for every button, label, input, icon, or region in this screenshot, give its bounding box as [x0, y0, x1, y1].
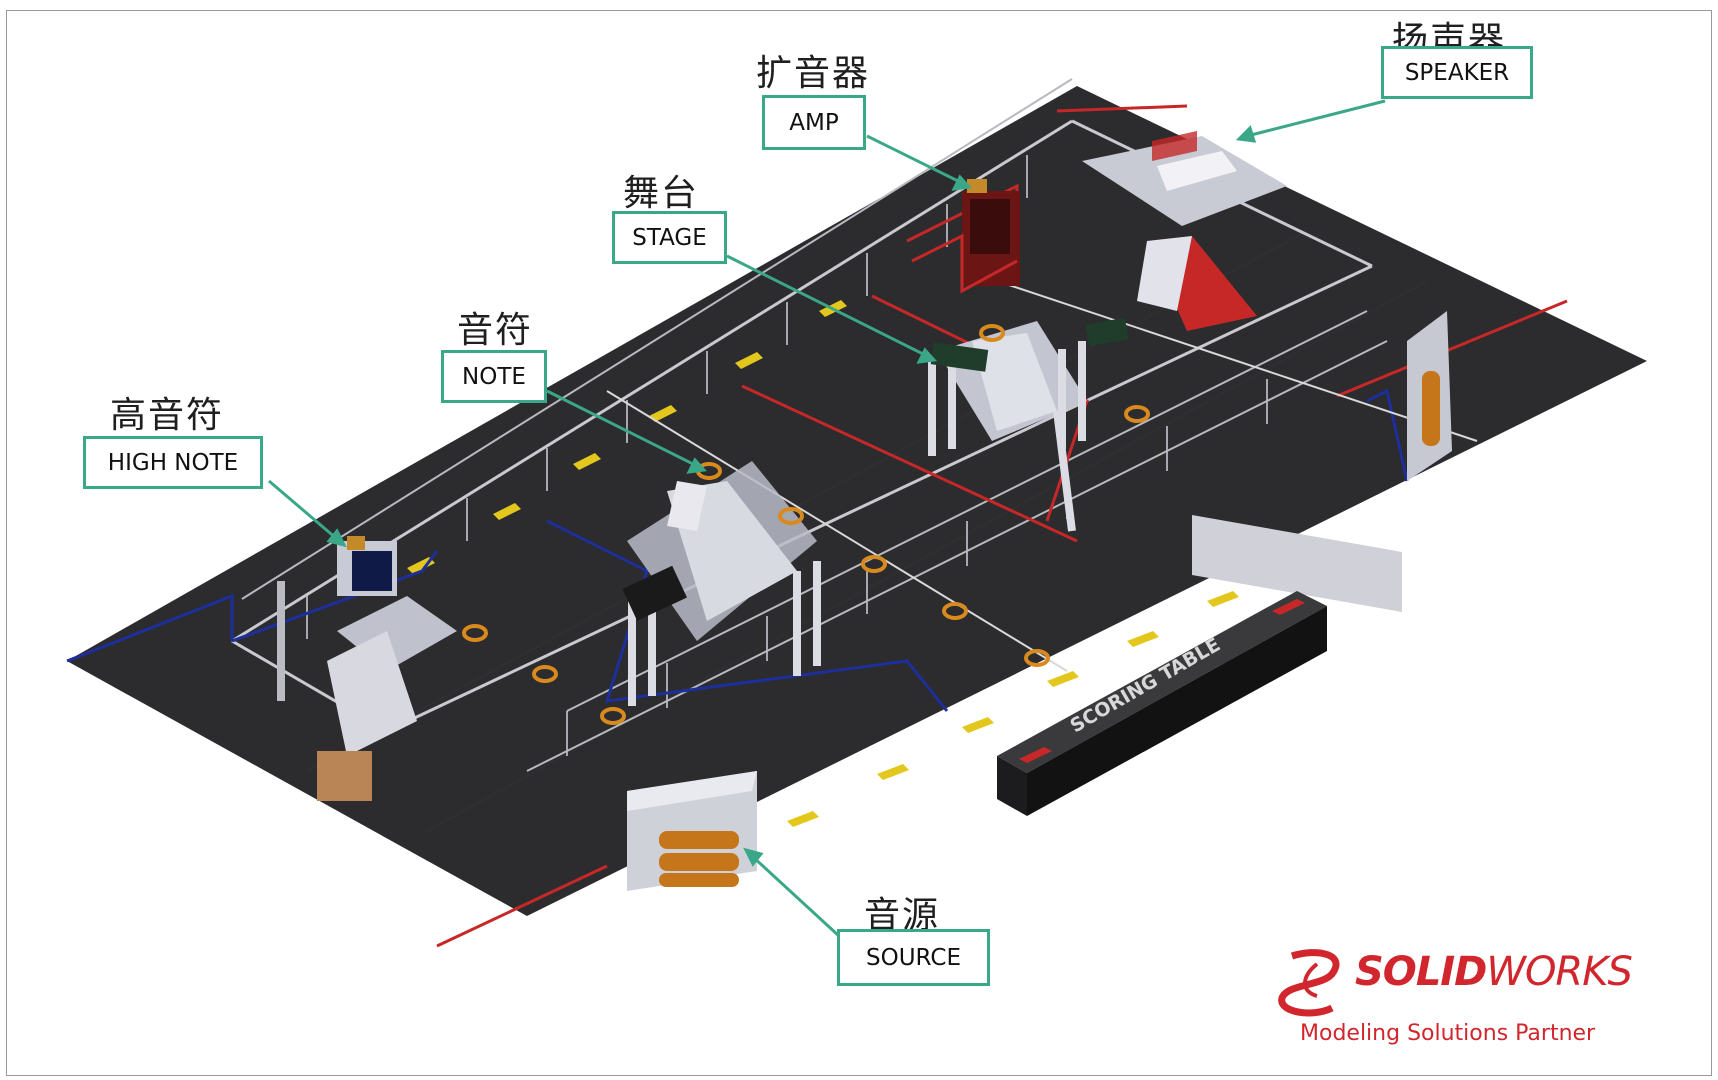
center-line	[606, 390, 1068, 672]
amp-label: AMP	[762, 95, 866, 150]
scoring-arrow-right	[1272, 599, 1305, 615]
source-station-red	[1407, 311, 1452, 481]
wall-markers	[407, 300, 1239, 827]
amp-label-zh: 扩音器	[756, 53, 871, 94]
scoring-arrow-left	[1019, 747, 1052, 763]
field-render: SCORING TABLE	[66, 78, 1647, 948]
brand-suffix: WORKS	[1486, 949, 1632, 995]
speaker-label: SPEAKER	[1381, 46, 1533, 99]
stage-red	[928, 317, 1129, 532]
field-carpet	[67, 86, 1647, 916]
scoring-table: SCORING TABLE	[997, 591, 1327, 816]
brand-prefix: SOLID	[1355, 949, 1487, 995]
stage-blue	[622, 461, 821, 706]
carpet-shading	[306, 230, 1428, 832]
solidworks-logo-icon	[1278, 949, 1340, 1017]
red-alliance-lines	[436, 104, 1568, 948]
amp-station	[911, 179, 1020, 294]
source-label: SOURCE	[837, 929, 990, 986]
high-note-label-zh: 高音符	[110, 395, 225, 436]
floor-notes	[462, 324, 1150, 725]
figure-frame: SCORING TABLE 高音符 HIGH NOTE 音符 NOTE 舞台 S…	[6, 10, 1712, 1076]
high-note-station	[277, 536, 457, 801]
stage-label: STAGE	[612, 211, 727, 264]
speaker-station	[1082, 131, 1402, 612]
source-station	[627, 771, 757, 891]
brand-tagline: Modeling Solutions Partner	[1300, 1021, 1596, 1046]
note-label-zh: 音符	[457, 310, 534, 351]
center-line-far	[996, 280, 1478, 442]
brand-name: SOLIDWORKS	[1355, 949, 1633, 995]
note-label: NOTE	[441, 350, 547, 403]
fence-rails	[241, 78, 1388, 772]
stage-label-zh: 舞台	[623, 173, 700, 214]
high-note-label: HIGH NOTE	[83, 436, 263, 489]
blue-alliance-lines	[66, 388, 1409, 712]
callout-arrows	[268, 99, 1386, 938]
